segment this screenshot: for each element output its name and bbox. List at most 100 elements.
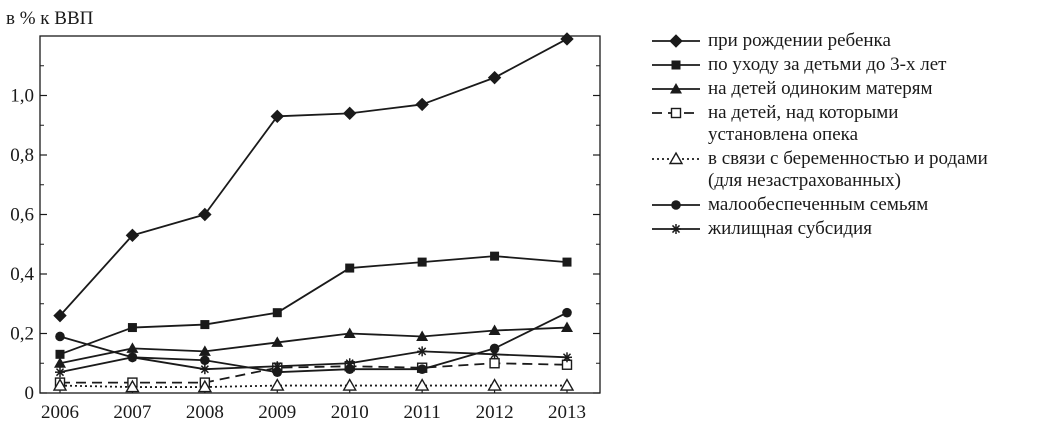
y-tick-label: 0,4 [10, 264, 34, 285]
star-stroke [490, 350, 499, 359]
star-stroke [562, 353, 572, 362]
marker-open-triangle [197, 379, 213, 393]
star-stroke [273, 362, 282, 371]
y-tick-label: 1,0 [10, 86, 34, 107]
marker-triangle [126, 342, 139, 353]
legend-label: малообеспеченным семьям [708, 194, 929, 215]
series-line [60, 362, 568, 384]
marker-square [417, 257, 427, 267]
x-tick-label: 2009 [258, 402, 296, 423]
legend-swatch [652, 224, 700, 234]
star-stroke [418, 347, 427, 356]
marker-open-triangle [342, 378, 357, 391]
marker-diamond [198, 207, 212, 222]
legend-label: на детей, над которыми установлена опека [708, 102, 899, 145]
marker-diamond [415, 97, 429, 112]
marker-triangle [416, 330, 429, 341]
marker-circle [55, 331, 65, 342]
marker-open-triangle [270, 378, 285, 391]
marker-circle [272, 367, 283, 377]
marker-triangle [670, 83, 682, 94]
marker-circle [200, 355, 210, 366]
legend-label: в связи с беременностью и родами (для не… [708, 148, 988, 191]
marker-star [417, 346, 428, 357]
x-tick-label: 2008 [186, 402, 224, 423]
marker-circle [671, 200, 681, 210]
legend-label: жилищная субсидия [708, 218, 872, 239]
series-2 [54, 321, 573, 368]
marker-diamond [487, 70, 502, 85]
marker-circle [489, 343, 500, 354]
series-line [59, 350, 568, 374]
marker-open-triangle [668, 151, 684, 165]
legend-swatch [652, 60, 700, 70]
y-tick-label: 0,8 [10, 145, 34, 166]
legend-item: на детей, над которыми установлена опека [650, 102, 1055, 146]
x-tick-label: 2006 [41, 402, 79, 423]
marker-diamond [270, 109, 284, 124]
marker-star [199, 364, 210, 375]
marker-square [200, 320, 210, 330]
legend-label: при рождении ребенка [708, 30, 891, 51]
marker-star [272, 361, 283, 372]
y-tick-label: 0,2 [10, 324, 34, 345]
marker-circle [562, 307, 572, 318]
legend-item: на детей одиноким матерям [650, 78, 1055, 100]
legend-swatch [652, 83, 700, 94]
marker-triangle [54, 357, 66, 368]
star-stroke [128, 353, 137, 362]
series-layer [52, 32, 575, 393]
series-line [59, 38, 568, 317]
plot-frame [39, 35, 601, 394]
legend-item: при рождении ребенка [650, 30, 1055, 52]
marker-triangle [561, 321, 573, 333]
marker-open-square [670, 107, 682, 119]
y-axis-label: в % к ВВП [6, 8, 94, 29]
marker-square [671, 60, 681, 70]
x-tick-label: 2012 [476, 402, 514, 423]
series-4 [52, 378, 575, 393]
legend-swatch [652, 107, 700, 119]
y-tick-label: 0,6 [10, 205, 34, 226]
marker-triangle [343, 327, 356, 338]
marker-triangle [198, 345, 211, 356]
series-line [59, 326, 568, 365]
marker-triangle [271, 336, 284, 347]
x-tick-label: 2007 [113, 402, 151, 423]
legend-label: по уходу за детьми до 3-х лет [708, 54, 947, 75]
star-stroke [55, 368, 65, 377]
legend: при рождении ребенка по уходу за детьми д… [650, 30, 1055, 242]
marker-star [55, 367, 65, 378]
marker-open-triangle [125, 379, 140, 393]
marker-square [562, 257, 572, 267]
marker-diamond [669, 34, 683, 48]
marker-square [127, 323, 137, 333]
marker-circle [417, 364, 427, 375]
star-stroke [345, 359, 354, 368]
star-stroke [671, 224, 681, 234]
line-chart: в % к ВВП 0 0,2 0,4 0,6 0,8 1,0 2006 2007 2008 20… [6, 8, 601, 423]
marker-square [55, 349, 65, 359]
marker-open-square [489, 358, 500, 369]
marker-open-triangle [559, 378, 575, 391]
legend-item: малообеспеченным семьям [650, 194, 1055, 216]
legend-swatch [652, 200, 700, 210]
series-line [59, 255, 568, 356]
marker-star [344, 358, 355, 369]
marker-square [272, 308, 282, 318]
x-tick-label: 2011 [403, 402, 440, 423]
marker-triangle [488, 324, 501, 336]
marker-open-triangle [52, 378, 68, 391]
marker-square [345, 263, 355, 273]
marker-diamond [560, 32, 574, 46]
marker-diamond [125, 228, 140, 243]
marker-star [562, 352, 572, 363]
series-1 [55, 251, 572, 359]
legend-item: жилищная субсидия [650, 218, 1055, 240]
star-stroke [200, 365, 209, 374]
legend-item: в связи с беременностью и родами (для не… [650, 148, 1055, 192]
marker-circle [344, 364, 355, 375]
legend-swatch [652, 34, 700, 48]
marker-star [671, 224, 681, 234]
marker-diamond [53, 308, 67, 323]
